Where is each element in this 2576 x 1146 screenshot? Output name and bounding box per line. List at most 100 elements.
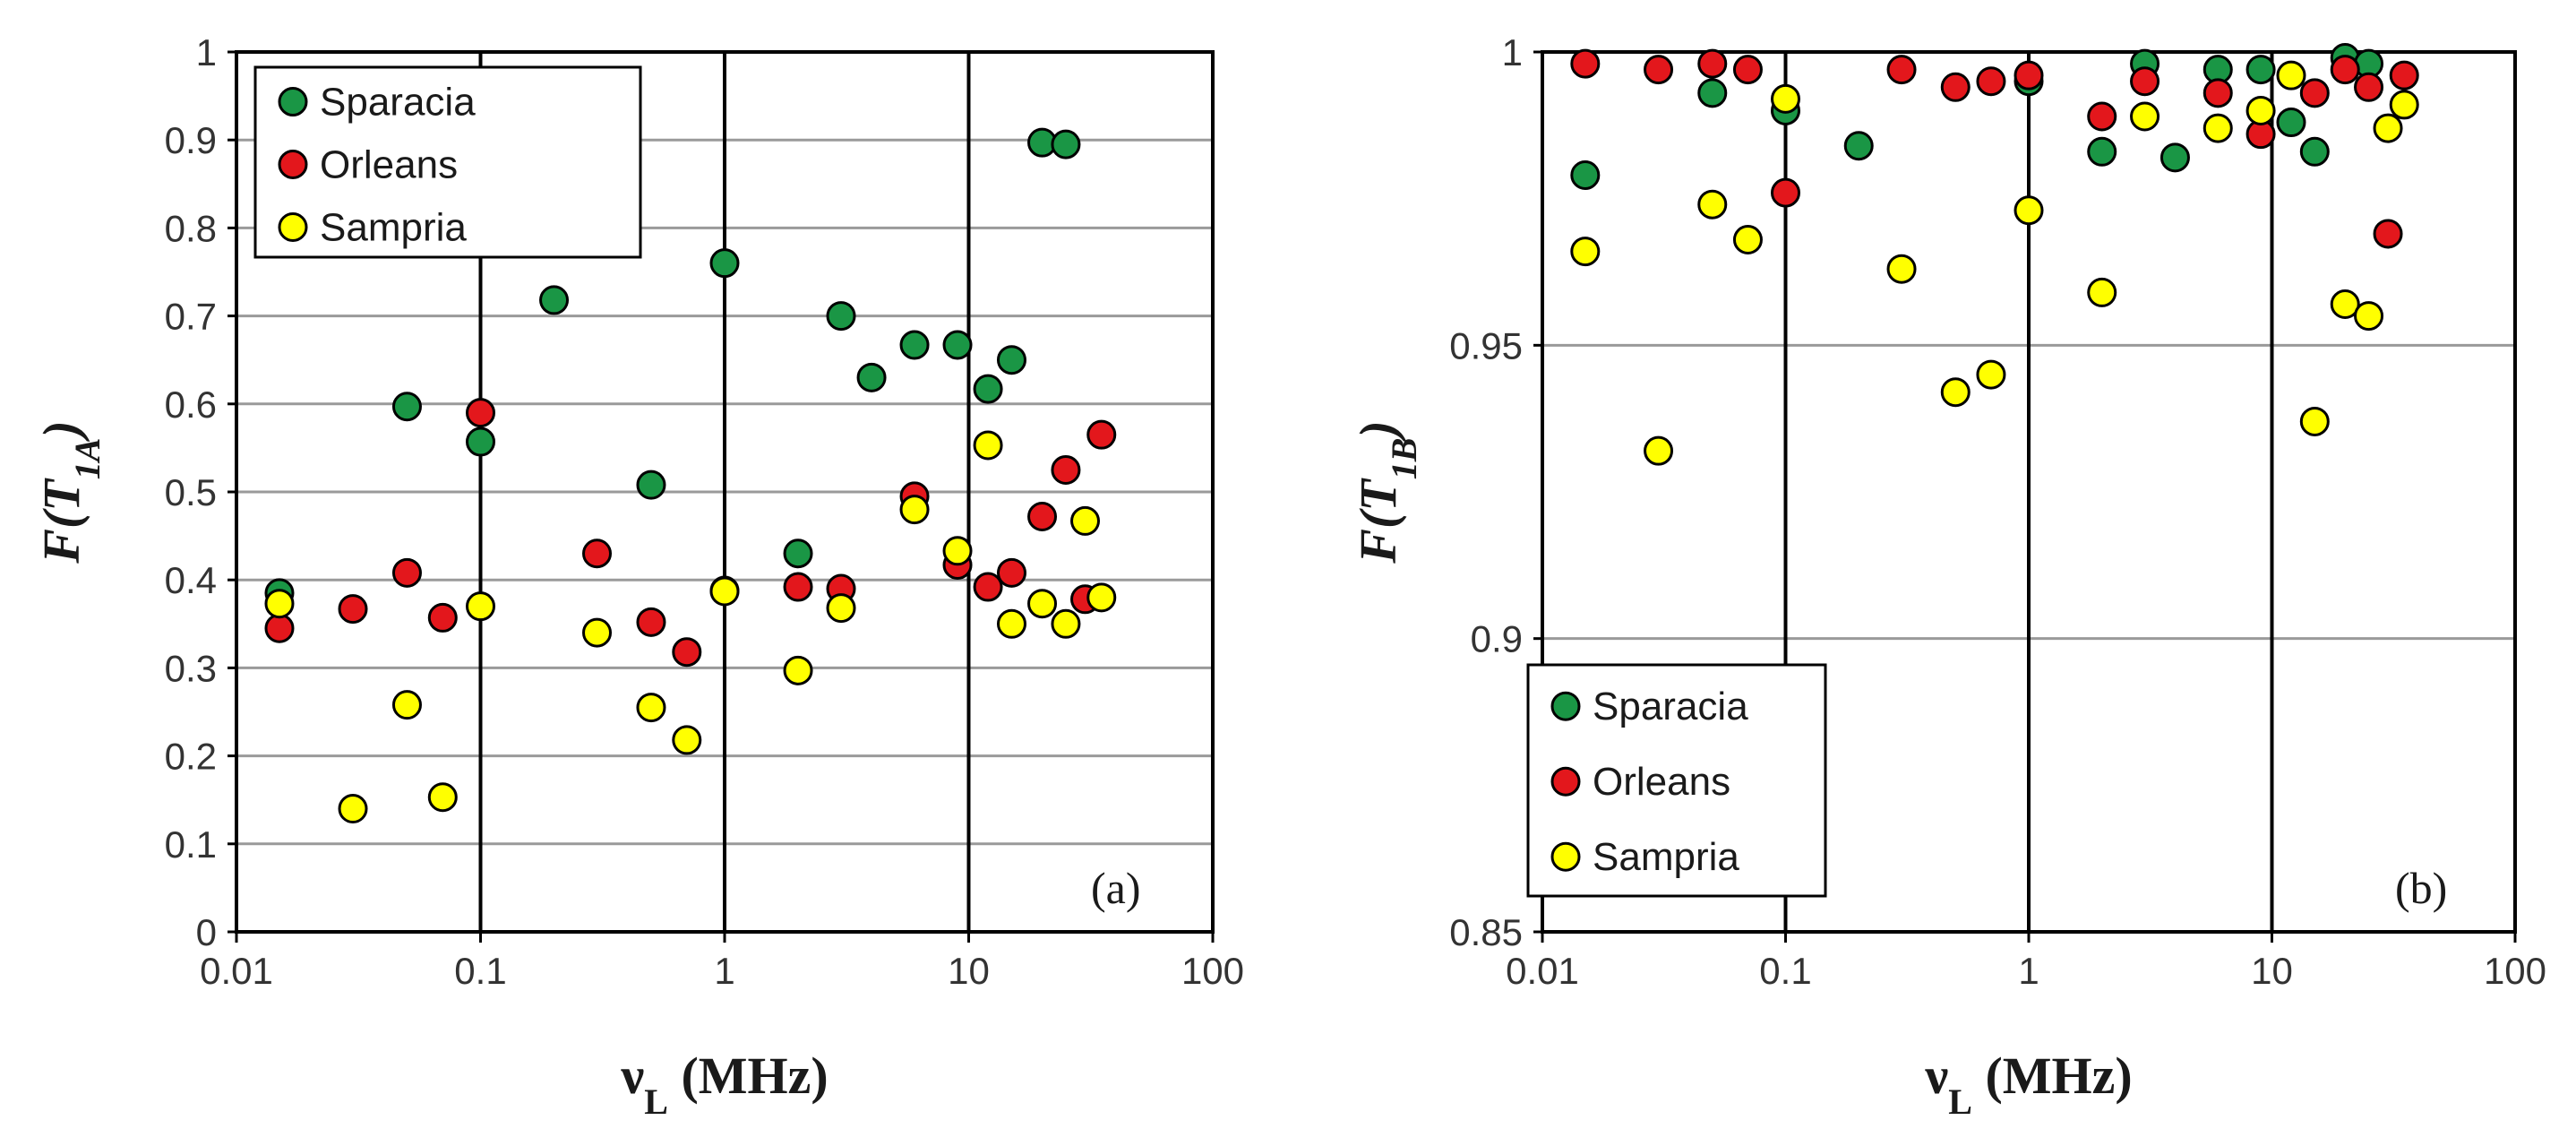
x-tick-label: 0.1 [1759,950,1811,992]
data-point-orleans [2330,55,2360,85]
y-tick-label: 0.7 [165,296,217,338]
data-point-sampria [1644,435,1674,466]
legend-label: Sparacia [1593,685,1748,728]
data-point-sparacia [942,330,973,360]
data-point-orleans [1697,48,1728,79]
data-point-orleans [1027,501,1058,531]
x-axis-label: νL (MHz) [620,1047,828,1122]
legend-marker [278,150,308,179]
x-tick-label: 0.01 [1506,950,1579,992]
data-points [1570,43,2419,466]
data-point-sampria [1976,359,2006,390]
y-tick-label: 0 [196,911,217,953]
data-point-sampria [1940,377,1971,408]
data-point-orleans [1732,55,1763,85]
x-tick-label: 1 [714,950,734,992]
y-tick-label: 0.95 [1449,324,1523,366]
data-point-sampria [2330,289,2360,320]
data-point-sampria [709,576,740,607]
data-point-sampria [582,617,613,648]
data-point-sparacia [2160,142,2190,173]
panel-label: (a) [1091,863,1141,913]
legend-marker [278,212,308,242]
data-point-orleans [2299,78,2330,108]
data-point-sampria [672,725,702,755]
data-point-sparacia [2276,108,2306,138]
data-point-sampria [2087,277,2117,307]
y-tick-label: 0.8 [165,207,217,249]
data-point-sampria [1086,582,1117,613]
y-tick-label: 0.9 [165,119,217,161]
data-point-sparacia [1570,159,1601,190]
legend-marker [1550,766,1581,797]
x-tick-label: 0.1 [454,950,506,992]
data-point-sampria [2276,60,2306,90]
y-axis-label: F(T1B) [1349,420,1424,564]
data-point-sampria [899,495,930,525]
data-point-orleans [973,572,1003,602]
data-point-orleans [1771,177,1800,208]
data-point-sparacia [973,374,1003,404]
data-point-sparacia [709,248,740,279]
data-point-sampria [1886,254,1917,284]
y-tick-label: 0.2 [165,736,217,778]
data-point-orleans [338,594,368,625]
data-point-orleans [2202,78,2233,108]
data-point-orleans [1051,454,1081,485]
x-tick-label: 100 [1181,950,1244,992]
data-point-orleans [2130,66,2160,97]
data-point-sampria [2245,95,2276,125]
data-point-sparacia [826,301,856,332]
legend-marker [1550,841,1581,872]
legend-label: Sampria [320,206,467,250]
chart-panel-b: 0.85 0.9 0.95 1 0.01 0.1 1 10 100 Sparacia Orlean… [1349,31,2546,1122]
y-tick-label: 0.6 [165,383,217,426]
data-point-sampria [1771,83,1800,114]
data-point-sparacia [899,330,930,360]
data-point-sampria [2130,101,2160,132]
y-tick-label: 0.1 [165,823,217,866]
data-points [264,127,1117,824]
data-point-sampria [2202,113,2233,143]
data-point-sparacia [1051,129,1081,159]
data-point-sparacia [2245,55,2276,85]
plot-border [235,50,1215,934]
data-point-sampria [391,690,422,720]
y-tick-label: 1 [1502,31,1523,73]
data-point-sparacia [1843,131,1874,161]
data-point-orleans [264,613,295,643]
data-point-orleans [1940,72,1971,102]
data-point-sparacia [996,345,1026,375]
legend-marker [278,87,308,116]
data-point-sparacia [783,539,813,569]
data-point-sampria [1732,224,1763,254]
data-point-sampria [2389,90,2419,120]
x-axis-label: νL (MHz) [1924,1047,2132,1122]
plot-border [1541,50,2517,934]
data-point-orleans [427,602,458,633]
data-point-sampria [1027,589,1058,619]
data-point-sampria [826,593,856,624]
legend: Sparacia Orleans Sampria [1526,663,1827,898]
tick-labels: 0 0.1 0.2 0.3 0.4 0.5 0.6 0.7 0.8 0.9 1 0.01 0.1 1 10 1… [165,31,1244,992]
data-point-sparacia [391,392,422,422]
data-point-orleans [672,637,702,668]
data-point-sampria [942,536,973,566]
data-point-orleans [1644,55,1674,85]
y-tick-label: 0.85 [1449,911,1523,953]
data-point-orleans [1886,55,1917,85]
data-point-sparacia [539,285,570,315]
plot-frame [1533,50,2517,943]
data-point-sampria [264,589,295,619]
data-point-sampria [466,591,495,622]
data-point-orleans [2087,101,2117,132]
data-point-sampria [973,430,1003,461]
data-point-sampria [1051,608,1081,639]
plot-frame [228,50,1215,943]
x-tick-label: 10 [2251,950,2293,992]
data-point-sampria [2373,113,2403,143]
data-point-sampria [636,693,666,723]
data-point-orleans [783,572,813,602]
legend-label: Sparacia [320,81,476,125]
